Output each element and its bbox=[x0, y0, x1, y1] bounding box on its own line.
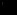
Text: No treatment: No treatment bbox=[3, 2, 17, 15]
Text: Eff = 1.8 %: Eff = 1.8 % bbox=[3, 6, 17, 15]
Text: Jsc = 24.38 mA/cm2: Jsc = 24.38 mA/cm2 bbox=[3, 4, 17, 15]
Text: Voc = 0.216V: Voc = 0.216V bbox=[3, 3, 17, 15]
Text: FF = 0.34: FF = 0.34 bbox=[3, 5, 17, 15]
